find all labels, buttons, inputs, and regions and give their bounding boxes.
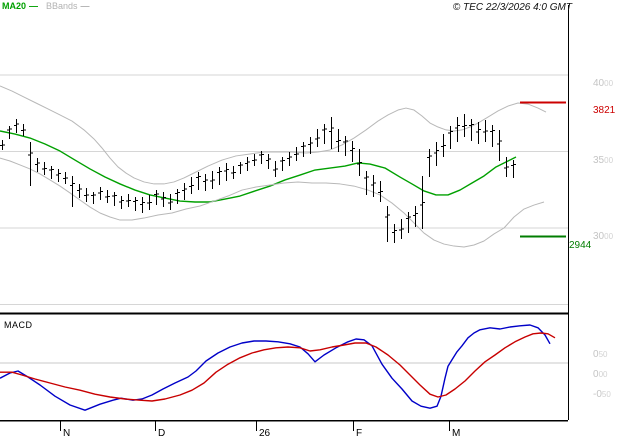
copyright-text: © TEC 22/3/2026 4:0 GMT: [452, 2, 572, 13]
macd-scale-label-050: 050: [593, 349, 608, 360]
ma20-legend-swatch: —: [29, 1, 38, 11]
level-label-2944: 2944: [569, 239, 592, 251]
macd-scale-label--050: -050: [593, 389, 611, 400]
price-scale-label-4000: 4000: [593, 78, 614, 89]
price-scale-label-3000: 3000: [593, 231, 614, 242]
ma20-legend-label: MA20: [2, 1, 27, 11]
ma20-line: [0, 130, 517, 203]
macd-line: [0, 324, 551, 411]
signal-line: [0, 332, 556, 402]
x-tick-label-M: M: [452, 428, 461, 439]
macd-scale-label-000: 000: [593, 369, 608, 380]
bbands-legend-label: BBands: [46, 1, 78, 11]
level-label-3821: 3821: [593, 105, 616, 117]
bbands-lower-line: [0, 157, 545, 248]
x-tick-label-26: 26: [259, 428, 271, 439]
price-scale-label-3500: 3500: [593, 154, 614, 166]
x-tick-label-N: N: [63, 428, 71, 439]
bbands-legend-swatch: —: [80, 1, 90, 11]
x-tick-label-D: D: [158, 428, 166, 439]
x-tick-label-F: F: [356, 428, 363, 439]
macd-panel-title: MACD: [4, 320, 33, 330]
chart-legend: MA20 — BBands —: [2, 1, 90, 11]
